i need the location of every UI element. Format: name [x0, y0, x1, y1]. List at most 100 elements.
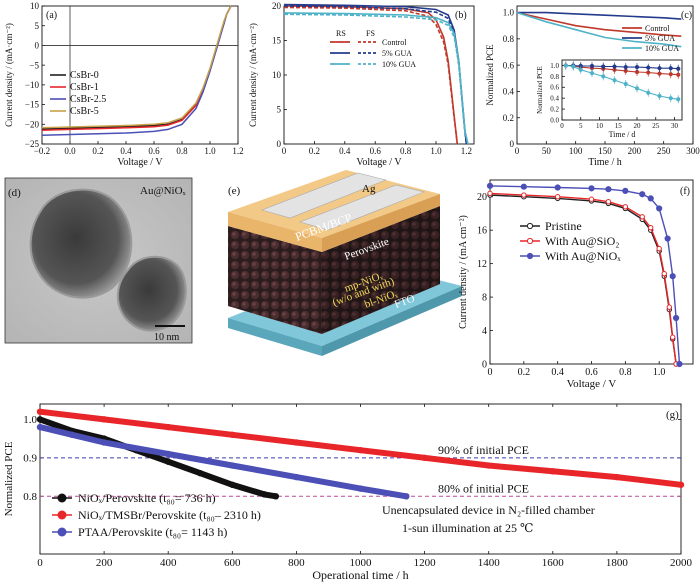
- y-tick-label: 8: [482, 293, 487, 304]
- panel-a-label: (a): [46, 10, 57, 21]
- panel-g-operational-stability-chart: 0 200 400 600 800 1000 1200 1400 1600 1800 2000 0.8…: [3, 403, 693, 582]
- panel-f-label: (f): [680, 186, 690, 197]
- x-tick-label: 15: [615, 122, 623, 130]
- data-point: [661, 270, 667, 277]
- legend-label: Control: [645, 24, 670, 33]
- data-point: [639, 191, 646, 198]
- data-point: [669, 273, 676, 280]
- legend-marker: [526, 252, 534, 260]
- data-point: [664, 235, 671, 242]
- ag-electrode-2: [299, 184, 425, 231]
- data-point: [100, 439, 108, 446]
- series-line: [489, 194, 677, 365]
- legend-marker: [57, 493, 67, 503]
- x-tick-label: 1600: [542, 557, 565, 569]
- x-tick-label: 0.6: [148, 146, 160, 156]
- data-point: [622, 204, 629, 210]
- data-point: [486, 182, 494, 189]
- x-axis-label: Time / d: [609, 130, 636, 139]
- data-point: [656, 245, 662, 252]
- data-point: [165, 423, 172, 431]
- x-tick-label: 25: [652, 122, 660, 130]
- x-tick-label: 800: [288, 557, 305, 569]
- x-tick-label: 0.4: [120, 146, 132, 156]
- y-tick-label: 0: [482, 360, 487, 371]
- series-line: [39, 424, 407, 500]
- y-tick-label: 10: [272, 70, 282, 80]
- series-line: [516, 11, 682, 37]
- data-point: [605, 186, 612, 193]
- pcbm-bcp-layer-top: [228, 170, 440, 238]
- legend-label: 5% GUA: [382, 49, 412, 58]
- data-point: [520, 183, 527, 190]
- plot-frame: [283, 5, 475, 145]
- panel-c-label: (c): [681, 10, 692, 21]
- data-point: [588, 196, 595, 202]
- series-line: [283, 5, 459, 145]
- x-tick-label: 250: [657, 146, 671, 156]
- data-point: [272, 493, 280, 500]
- y-tick-label: 0.2: [550, 106, 559, 114]
- reference-line-label: 90% of initial PCE: [438, 443, 529, 457]
- legend-label: PTAA/Perovskite (t₈₀= 1143 h): [78, 525, 227, 539]
- x-tick-label: 1.2: [232, 146, 243, 156]
- series-line: [517, 11, 682, 20]
- x-tick-label: 0: [515, 146, 520, 156]
- data-point: [554, 194, 561, 200]
- panel-e-panel-label: (e): [228, 185, 241, 197]
- fto-layer-front: [322, 286, 462, 356]
- y-tick-label: 5: [35, 21, 40, 31]
- x-tick-label: 400: [160, 557, 177, 569]
- data-point: [487, 190, 493, 197]
- x-tick-label: 0.6: [585, 367, 598, 378]
- y-tick-label: −15: [25, 100, 40, 110]
- x-tick-label: 0: [560, 122, 564, 130]
- y-tick-label: 10: [30, 1, 40, 11]
- legend-marker: [57, 510, 67, 520]
- scale-bar-label: 10 nm: [154, 332, 180, 343]
- x-tick-label: 1.2: [461, 146, 472, 156]
- legend-label: With Au@SiO₂: [545, 234, 619, 248]
- x-tick-label: 0.0: [64, 146, 76, 156]
- perovskite-shade: [322, 206, 440, 334]
- x-axis-label: Voltage / V: [356, 157, 402, 168]
- legend-marker: [526, 222, 534, 230]
- y-tick-label: 0.4: [503, 87, 515, 97]
- data-point: [672, 314, 680, 322]
- annotation-line-1: Unencapsulated device in N₂-filled chamb…: [382, 503, 595, 517]
- y-tick-label: 4: [482, 326, 487, 337]
- data-point: [229, 462, 236, 469]
- x-tick-label: 10: [596, 122, 604, 130]
- series-line: [489, 185, 681, 365]
- x-tick-label: 0.4: [339, 146, 351, 156]
- data-point: [293, 439, 300, 446]
- x-tick-label: 0.4: [551, 367, 564, 378]
- data-point: [421, 454, 428, 462]
- pcbm-bcp-layer-right: [322, 194, 440, 252]
- x-tick-label: 0: [488, 367, 493, 378]
- x-tick-label: 1.0: [204, 146, 216, 156]
- legend-marker: [57, 527, 67, 537]
- y-axis-label: Normalized PCE: [3, 441, 15, 516]
- y-tick-label: 1.0: [503, 8, 515, 18]
- nanoparticle-small: [116, 255, 187, 332]
- data-point: [613, 473, 621, 481]
- x-tick-label: −0.2: [34, 146, 50, 156]
- y-tick-label: 0.8: [23, 491, 37, 503]
- x-tick-label: 0.2: [309, 146, 320, 156]
- y-tick-label: 0.9: [23, 453, 37, 465]
- legend-header-rs: RS: [336, 29, 346, 38]
- ag-electrode-1: [261, 172, 387, 219]
- panel-d-caption: Au@NiOₓ: [140, 185, 187, 197]
- x-tick-label: 2000: [670, 557, 693, 569]
- y-tick-label: 0: [35, 41, 40, 51]
- perovskite-body-right: [322, 206, 440, 334]
- y-axis-label: Current density / (mA·cm⁻²): [4, 23, 14, 127]
- data-point: [648, 224, 654, 231]
- x-tick-label: 0.6: [370, 146, 382, 156]
- series-line: [516, 11, 682, 48]
- y-tick-label: 16: [477, 226, 487, 237]
- y-tick-label: 15: [272, 36, 282, 46]
- panel-g-label: (g): [666, 409, 679, 421]
